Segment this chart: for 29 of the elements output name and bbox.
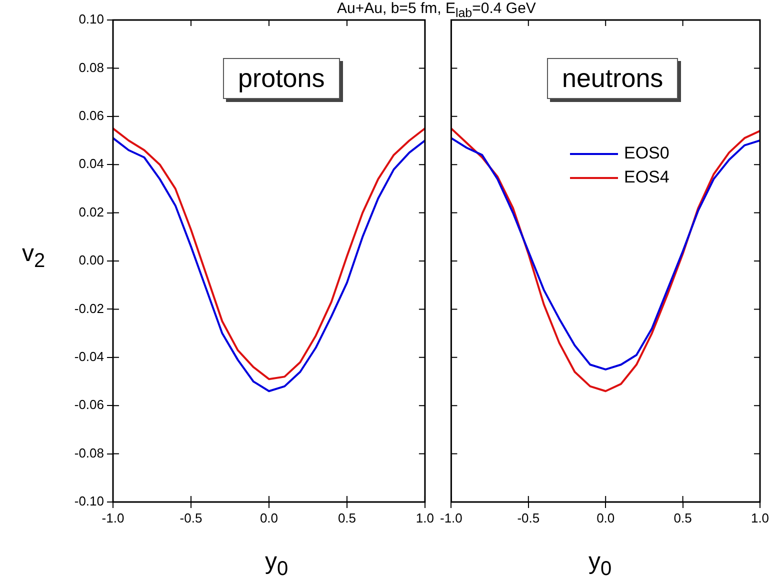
annotation: neutrons <box>547 58 678 99</box>
x-tick-label: 1.0 <box>416 510 434 526</box>
x-tick-label: 0.5 <box>338 510 356 526</box>
y-tick-label: 0.10 <box>78 12 104 27</box>
annotation: protons <box>223 58 340 99</box>
x-tick-label: -1.0 <box>102 510 124 526</box>
y-tick-label: -0.06 <box>74 397 104 412</box>
y-tick-label: 0.02 <box>78 204 104 220</box>
y-tick-label: -0.10 <box>74 494 104 509</box>
x-tick-label: 1.0 <box>750 510 770 526</box>
y-tick-label: -0.04 <box>74 348 104 364</box>
y-tick-label: -0.08 <box>74 445 104 460</box>
y-axis-title: v$_{2}$ <box>22 240 46 273</box>
x-tick-label: 0.0 <box>260 510 278 526</box>
y-tick-label: 0.08 <box>78 60 104 75</box>
x-tick-label: 0.0 <box>596 510 615 526</box>
x-tick-label: -0.5 <box>180 510 202 526</box>
x-tick-label: -1.0 <box>440 510 462 526</box>
chart-title: Au+Au, b=5 fm, E$_{lab}$=0.4 GeV <box>336 0 537 20</box>
x-tick-label: 0.5 <box>674 510 692 526</box>
x-axis-title: y$_{0}$ <box>588 548 612 581</box>
legend-label: EOS4 <box>624 168 670 187</box>
x-axis-title: y$_{0}$ <box>265 548 288 581</box>
x-tick-label: -0.5 <box>517 510 540 526</box>
y-tick-label: -0.02 <box>74 300 104 316</box>
y-tick-label: 0.00 <box>78 252 104 268</box>
y-tick-label: 0.04 <box>78 156 104 172</box>
y-tick-label: 0.06 <box>78 108 104 123</box>
legend-label: EOS0 <box>624 144 670 163</box>
